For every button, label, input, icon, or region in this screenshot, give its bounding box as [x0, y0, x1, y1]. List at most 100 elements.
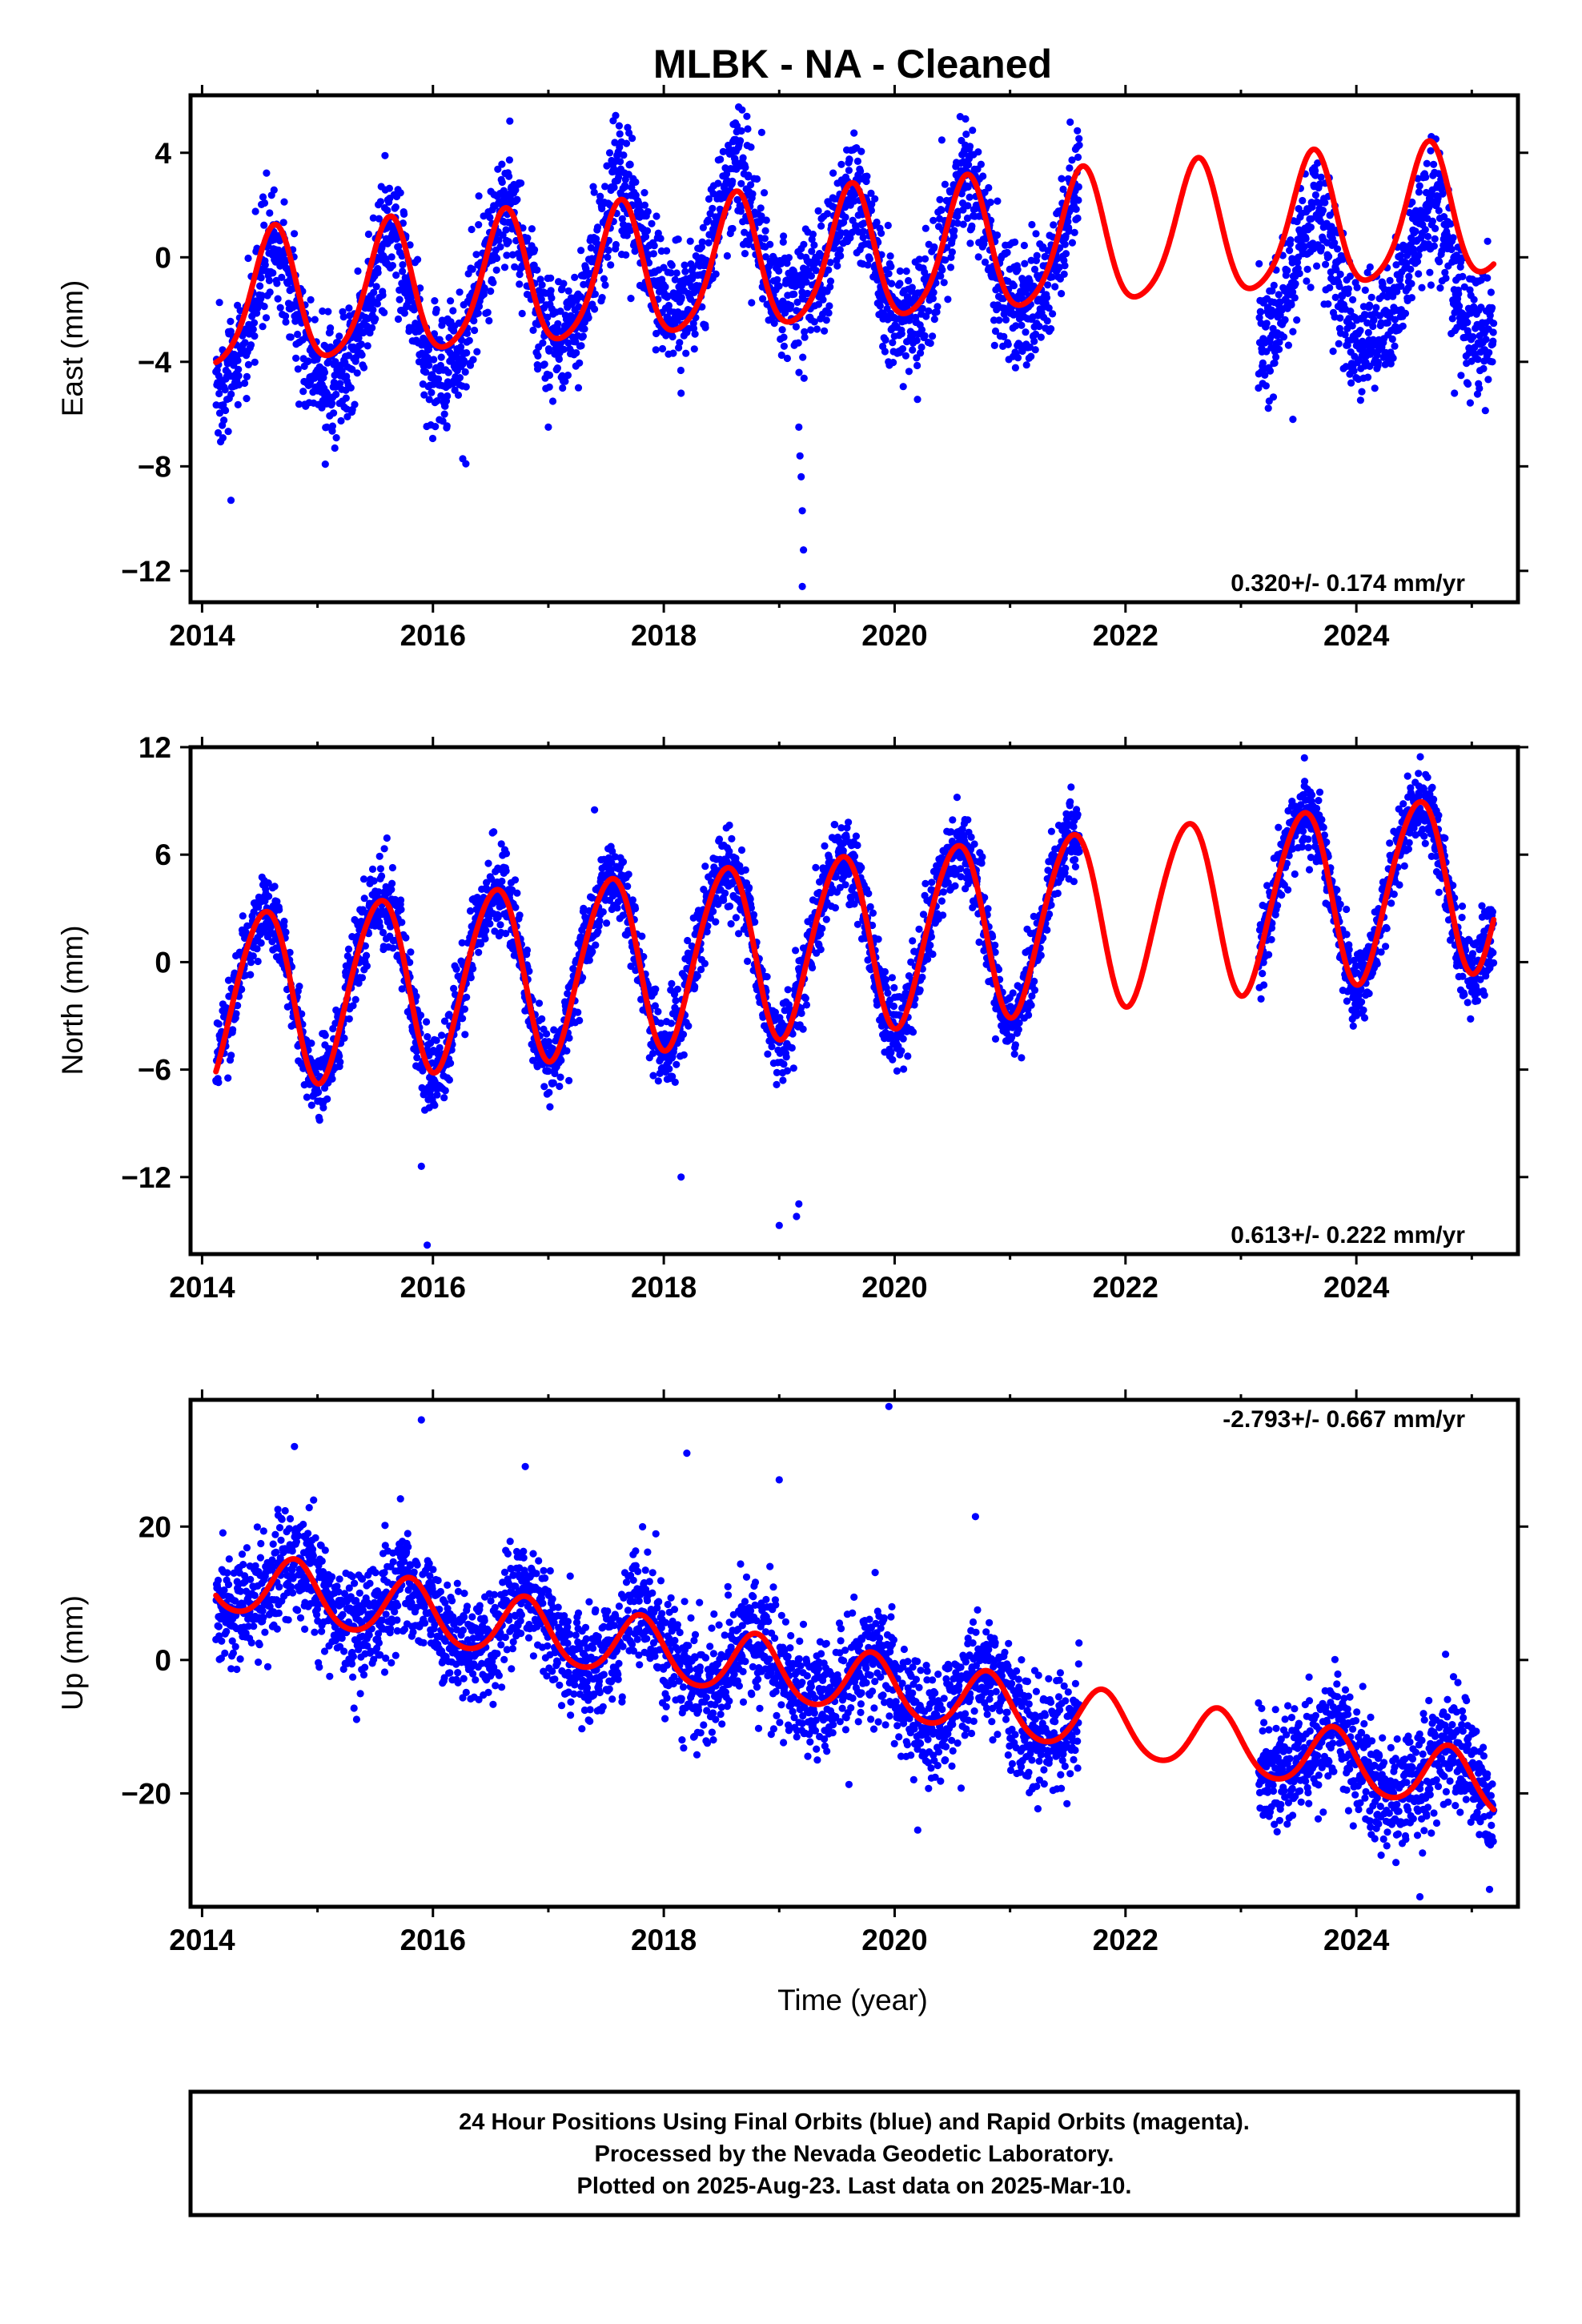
north-data-point — [407, 948, 415, 956]
east-data-point — [261, 261, 269, 269]
north-data-point — [295, 983, 303, 991]
east-data-point — [925, 307, 933, 315]
north-data-point — [229, 1026, 237, 1034]
east-data-point — [701, 324, 709, 332]
east-data-point — [591, 305, 599, 313]
east-data-point — [388, 262, 396, 270]
east-data-point — [422, 368, 430, 376]
east-data-point — [533, 266, 541, 274]
east-data-point — [1287, 301, 1295, 309]
east-data-point — [437, 353, 445, 361]
east-data-point — [1356, 327, 1364, 335]
east-data-point — [537, 296, 545, 304]
east-data-point — [1317, 173, 1325, 181]
east-data-point — [355, 334, 363, 342]
east-data-point — [327, 324, 335, 332]
east-data-point — [1030, 337, 1038, 345]
east-data-point — [690, 345, 698, 353]
east-data-point — [665, 301, 673, 310]
east-data-point — [1421, 226, 1429, 234]
east-data-point — [577, 342, 585, 350]
north-data-point — [363, 962, 371, 970]
east-data-point — [480, 284, 488, 292]
east-data-point — [396, 296, 404, 304]
north-data-point — [654, 1077, 662, 1085]
east-data-point — [669, 349, 677, 357]
east-data-point — [273, 279, 281, 287]
east-data-point — [819, 296, 827, 304]
east-data-point — [825, 302, 833, 310]
east-data-point — [282, 318, 290, 326]
east-data-point — [380, 308, 388, 316]
east-data-point — [650, 242, 658, 250]
east-data-point — [1401, 309, 1410, 317]
east-data-point — [432, 305, 440, 314]
east-data-point — [889, 339, 897, 347]
north-data-point — [351, 995, 359, 1003]
east-outlier-point — [227, 497, 235, 505]
north-data-point — [461, 1031, 469, 1039]
east-data-point — [1060, 270, 1068, 278]
east-data-point — [1291, 294, 1299, 302]
east-rate-label: 0.320+/- 0.174 mm/yr — [1231, 570, 1465, 597]
east-data-point — [968, 222, 976, 230]
east-data-point — [545, 371, 554, 380]
east-data-point — [406, 241, 414, 249]
east-data-point — [787, 301, 795, 310]
east-data-point — [1457, 372, 1465, 380]
east-data-point — [1307, 223, 1315, 231]
east-data-point — [689, 263, 697, 272]
east-data-point — [733, 122, 741, 130]
east-data-point — [779, 238, 787, 246]
east-data-point — [435, 375, 443, 383]
north-data-point — [481, 935, 489, 943]
east-data-point — [1482, 336, 1490, 344]
east-data-point — [1386, 276, 1394, 284]
north-data-point — [376, 865, 384, 873]
east-data-point — [1405, 272, 1413, 280]
east-data-point — [1051, 283, 1059, 291]
north-data-point — [315, 1088, 323, 1096]
east-data-point — [339, 313, 347, 321]
east-outlier-point — [796, 452, 804, 460]
east-outlier-point — [331, 444, 339, 452]
north-data-point — [363, 951, 371, 959]
east-data-point — [342, 394, 350, 402]
east-data-point — [270, 186, 278, 194]
east-data-point — [948, 248, 956, 256]
east-data-point — [383, 207, 391, 215]
east-data-point — [456, 288, 464, 296]
east-data-point — [227, 317, 235, 325]
north-data-point — [654, 1007, 662, 1015]
east-data-point — [934, 303, 942, 311]
east-data-point — [504, 238, 512, 246]
east-data-point — [1427, 281, 1435, 289]
east-data-point — [913, 361, 921, 370]
north-data-point — [523, 946, 532, 955]
north-data-point — [280, 917, 288, 926]
east-data-point — [663, 247, 671, 255]
east-data-point — [1075, 141, 1083, 149]
east-data-point — [560, 279, 568, 287]
east-data-point — [966, 193, 974, 201]
east-data-point — [528, 225, 536, 233]
east-data-point — [813, 255, 821, 263]
east-data-point — [247, 341, 255, 349]
east-data-point — [660, 263, 668, 271]
east-data-point — [278, 273, 286, 281]
east-data-point — [994, 197, 1002, 205]
east-data-point — [1037, 333, 1045, 341]
east-data-point — [1035, 322, 1043, 331]
north-data-point — [603, 919, 611, 927]
east-data-point — [809, 231, 817, 239]
east-data-point — [1423, 159, 1431, 167]
east-data-point — [677, 294, 685, 302]
east-data-point — [1275, 345, 1283, 353]
east-data-point — [804, 289, 812, 298]
north-data-point — [460, 1005, 469, 1013]
east-data-point — [589, 183, 597, 191]
east-data-point — [691, 330, 699, 338]
east-data-point — [579, 332, 588, 340]
north-data-point — [402, 934, 410, 942]
east-data-point — [1489, 328, 1497, 336]
